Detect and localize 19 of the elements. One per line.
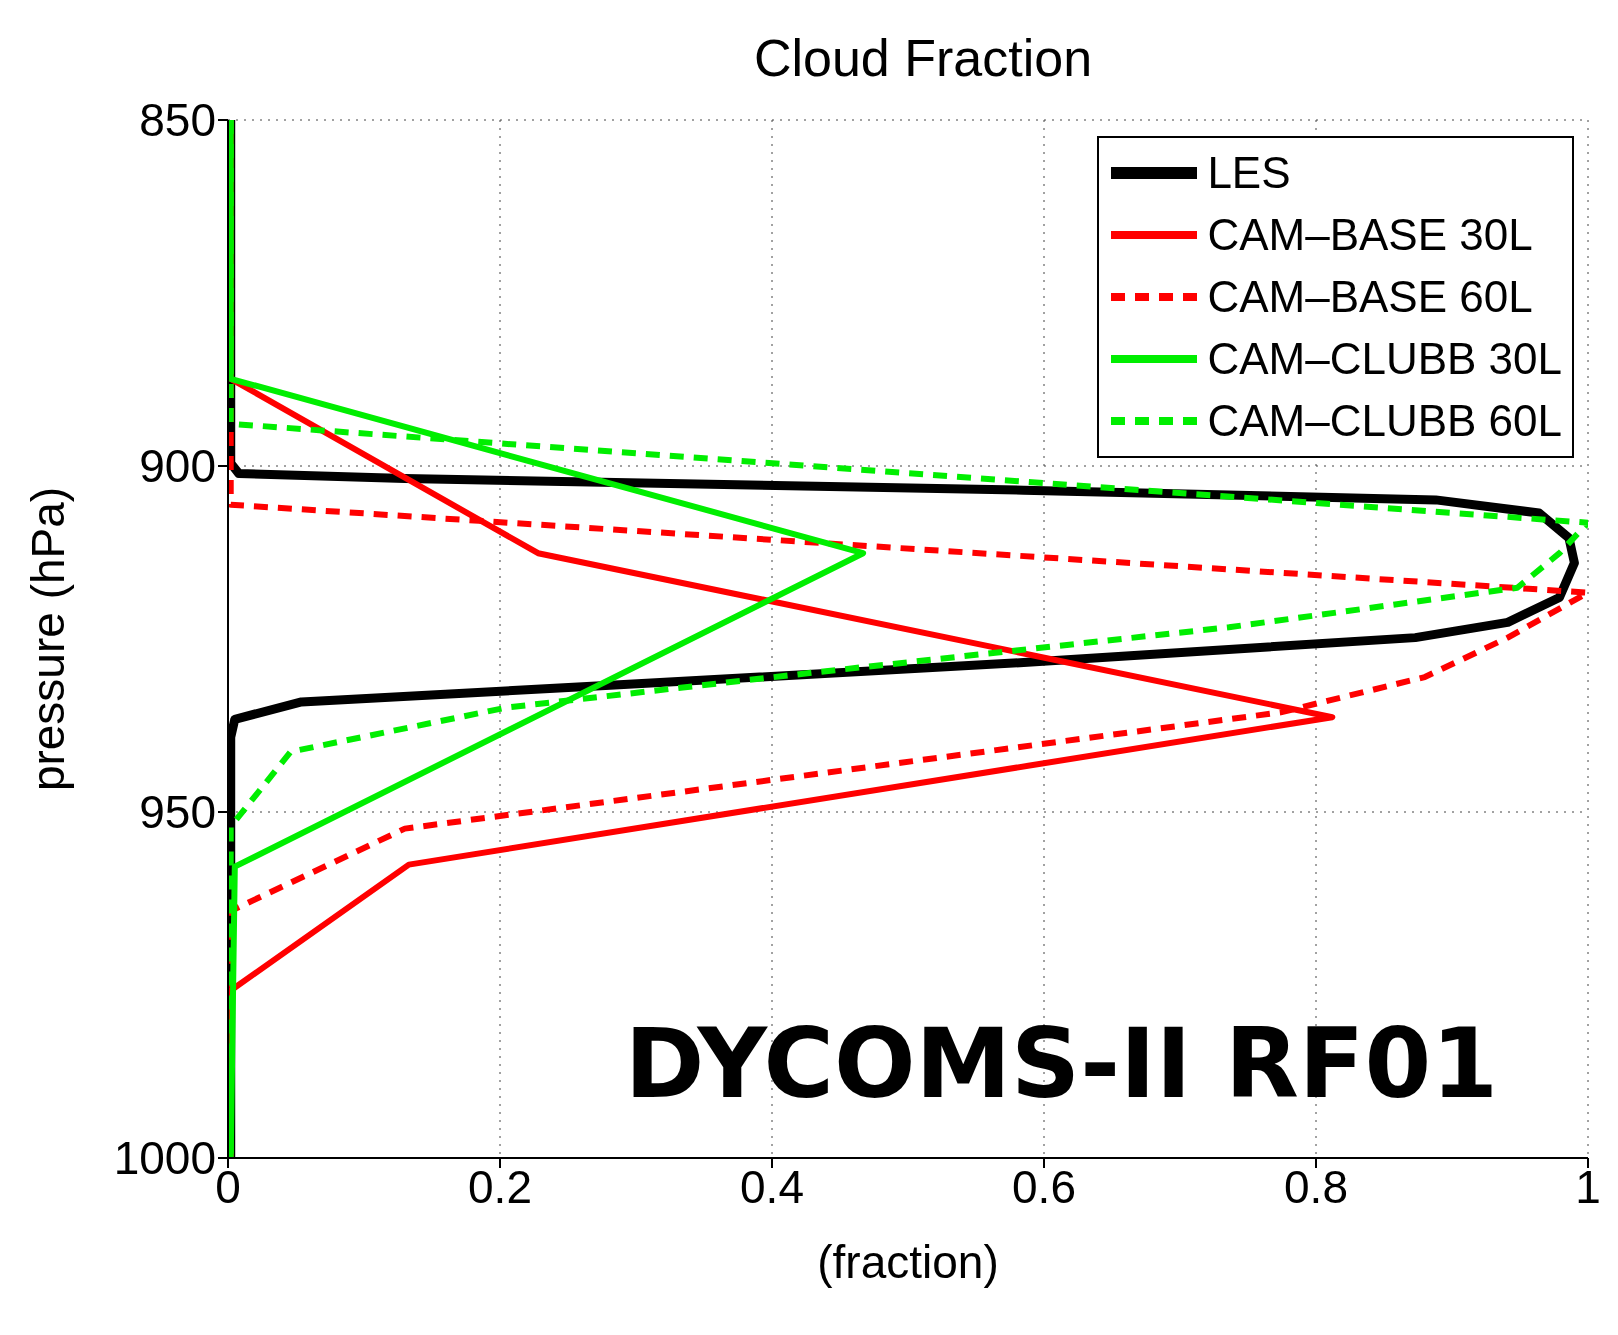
x-axis-title: (fraction): [817, 1236, 999, 1288]
y-tick-label: 950: [139, 786, 216, 839]
x-tick-label: 0.2: [468, 1160, 532, 1213]
annotation: DYCOMS-II RF01: [624, 1008, 1498, 1120]
legend-label: CAM–BASE 30L: [1207, 210, 1533, 260]
legend-label: CAM–CLUBB 60L: [1207, 396, 1562, 446]
y-tick-label: 1000: [113, 1132, 216, 1185]
x-tick-label: 0.4: [740, 1160, 804, 1213]
y-tick-label: 850: [139, 94, 216, 147]
legend-label: CAM–BASE 60L: [1207, 272, 1533, 322]
x-tick-label: 0.6: [1012, 1160, 1076, 1213]
x-tick-label: 0.8: [1284, 1160, 1348, 1213]
chart-title: Cloud Fraction: [752, 28, 1094, 88]
legend-label: LES: [1207, 148, 1291, 198]
y-tick-label: 900: [139, 440, 216, 493]
x-tick-label: 0: [215, 1160, 241, 1213]
legend-label: CAM–CLUBB 30L: [1207, 334, 1562, 384]
x-tick-label: 1: [1575, 1160, 1601, 1213]
y-axis-title: pressure (hPa): [22, 486, 75, 792]
